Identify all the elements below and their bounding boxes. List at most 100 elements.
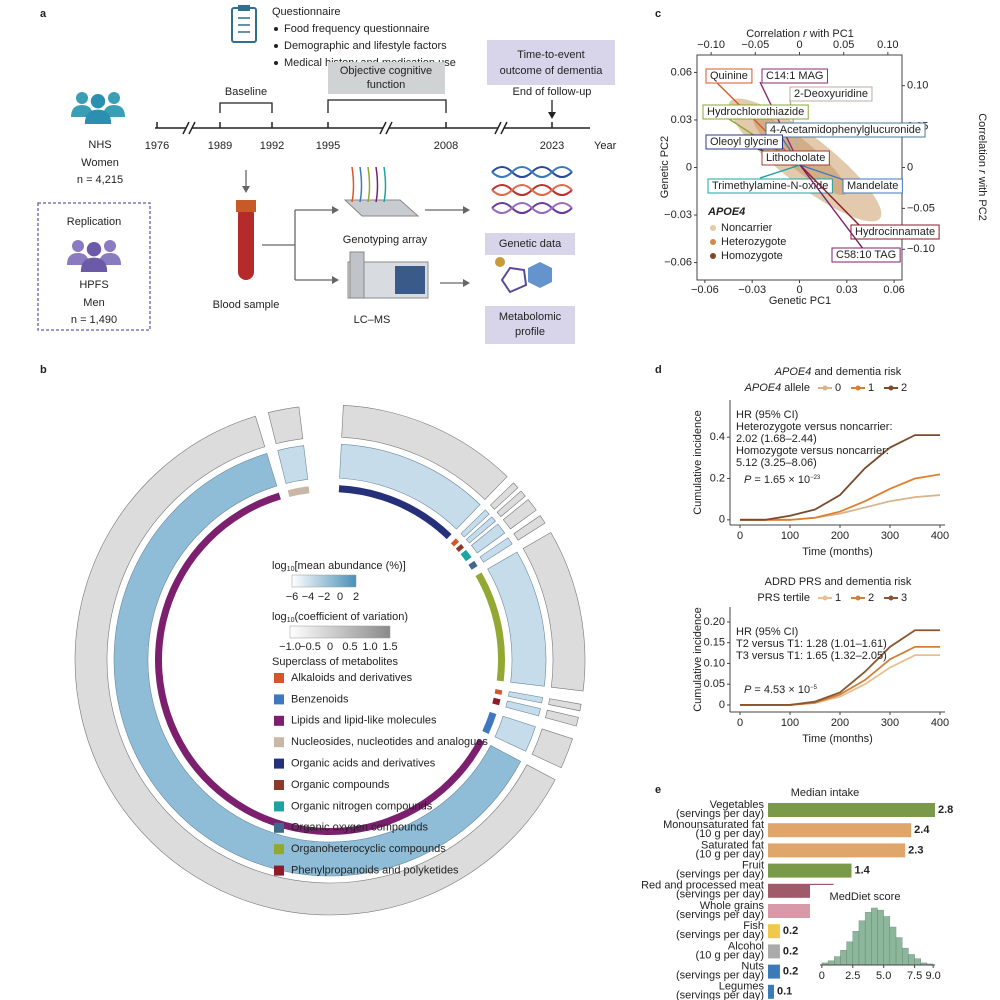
chart-title-part: and dementia risk: [811, 366, 901, 378]
y2-axis-title-part: with PC2: [976, 174, 988, 221]
year-label: 1995: [316, 140, 340, 152]
cv-ring: [548, 698, 582, 712]
chart-title-part: ADRD PRS and dementia risk: [765, 576, 912, 588]
chart-title: Median intake: [791, 787, 860, 799]
abundance-ring: [339, 443, 481, 530]
chart-title: APOE4 and dementia risk: [774, 366, 902, 378]
category-label: (servings per day): [676, 929, 764, 941]
category-label: Fish: [743, 920, 764, 932]
histogram-bar: [871, 907, 878, 966]
abundance-tick: −2: [318, 591, 331, 603]
superclass-ring: [494, 689, 503, 695]
legend-title-part: PRS tertile: [757, 592, 810, 604]
hpfs-name: HPFS: [79, 279, 108, 291]
x-axis-title: Time (months): [802, 733, 873, 745]
legend-title: PRS tertile: [757, 592, 810, 604]
x-axis-title: Time (months): [802, 546, 873, 558]
y2-tick-label: −0.10: [907, 243, 935, 255]
category-label: Legumes: [719, 981, 765, 993]
histogram-bar: [914, 958, 921, 966]
bar: [768, 964, 780, 979]
blood-tube: [238, 206, 254, 280]
x-axis-title: Genetic PC1: [769, 295, 831, 307]
y2-tick-label: 0: [907, 161, 913, 173]
loading-arrow: [799, 164, 863, 229]
superclass-name: Lipids and lipid-like molecules: [291, 715, 437, 727]
abundance-tick: 0: [337, 591, 343, 603]
superclass-title: Superclass of metabolites: [272, 656, 398, 668]
annotation-label: Oleoyl glycine: [710, 136, 778, 148]
person-head: [76, 92, 88, 104]
hr-annotation: 2.02 (1.68–2.44): [736, 433, 817, 445]
blood-tube-cap: [236, 200, 256, 212]
superclass-name: Nucleosides, nucleotides and analogues: [291, 736, 488, 748]
legend-title: APOE4: [707, 206, 745, 218]
annotation-label: Lithocholate: [766, 152, 825, 164]
x-tick-label: 0.06: [883, 284, 904, 296]
superclass-name: Organoheterocyclic compounds: [291, 843, 446, 855]
array-probe: [359, 166, 363, 203]
metabolite-ring: [528, 262, 552, 288]
annotation-label: 4-Acetamidophenylglucuronide: [770, 124, 921, 136]
legend-title-part: allele: [781, 382, 810, 394]
category-label: (servings per day): [676, 808, 764, 820]
p-value-part: −23: [810, 475, 821, 481]
year-label: 1976: [145, 140, 169, 152]
category-label: (servings per day): [676, 990, 764, 1000]
arrow-head: [332, 276, 339, 284]
genetic-label: Genetic data: [499, 238, 562, 250]
person-body: [80, 257, 108, 272]
y-tick-label: 0: [686, 161, 692, 173]
legend-label: 1: [868, 382, 874, 394]
superclass-swatch: [274, 822, 284, 833]
histogram-bar: [846, 941, 853, 966]
arrow-head: [332, 206, 339, 214]
chart-title: ADRD PRS and dementia risk: [765, 576, 912, 588]
superclass-name: Alkaloids and derivatives: [291, 672, 413, 684]
annotation-label: Hydrocinnamate: [855, 226, 935, 238]
x-tick-label: 300: [881, 530, 899, 542]
category-label: (10 g per day): [696, 848, 764, 860]
array-probe: [375, 166, 379, 203]
y-axis-title: Genetic PC2: [659, 136, 671, 198]
abundance-title-part: 10: [287, 566, 295, 573]
y-tick-label: 0.15: [704, 637, 725, 649]
timeline-break-gap: [383, 124, 389, 132]
lcms-tower: [349, 251, 365, 299]
bar: [768, 823, 912, 838]
clipboard-clip: [238, 5, 250, 11]
x-tick-label: 400: [931, 717, 949, 729]
person-body: [84, 109, 112, 124]
bar: [768, 803, 935, 817]
cv-tick: 1.0: [362, 641, 377, 653]
category-label: Fruit: [742, 860, 764, 872]
cognitive-box: [328, 62, 445, 94]
superclass-ring: [455, 544, 465, 553]
category-label: Red and processed meat: [641, 880, 764, 892]
histogram-title: MedDiet score: [830, 891, 901, 903]
x-tick-label: 200: [831, 530, 849, 542]
hr-annotation: 5.12 (3.25–8.06): [736, 457, 817, 469]
abundance-title-part: [mean abundance (%)]: [294, 560, 405, 572]
x2-tick-label: 0.10: [877, 39, 898, 51]
x2-tick-label: −0.05: [741, 39, 769, 51]
abundance-ring: [494, 715, 536, 752]
metabolomic-box: [485, 306, 575, 344]
cv-tick: −0.5: [299, 641, 321, 653]
timeline-break: [500, 121, 508, 135]
x-tick-label: 7.5: [907, 970, 922, 982]
timeline-break-gap: [498, 124, 504, 132]
x-tick-label: 0: [796, 284, 802, 296]
hpfs-sex: Men: [83, 297, 104, 309]
loading-arrow: [759, 164, 801, 179]
arrow-head: [548, 112, 556, 119]
superclass-name: Benzenoids: [291, 693, 349, 705]
panel-label: d: [655, 364, 662, 376]
category-label: (servings per day): [676, 909, 764, 921]
legend-label: Heterozygote: [721, 236, 786, 248]
cv-title-part: (coefficient of variation): [294, 611, 408, 623]
cognitive-bracket: [327, 99, 447, 113]
abundance-ring: [507, 691, 544, 704]
abundance-tick: −6: [286, 591, 299, 603]
